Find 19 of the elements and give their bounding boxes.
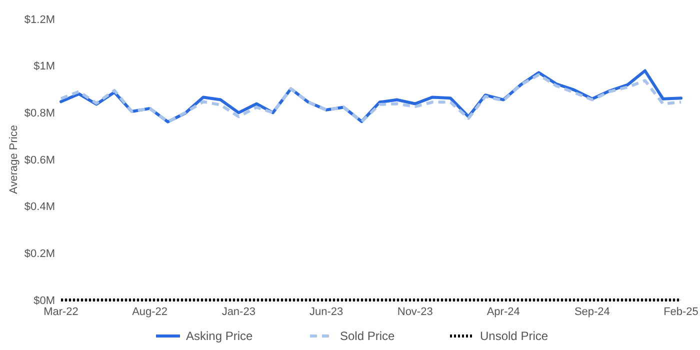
x-tick-label: Sep-24 [574,306,610,318]
x-tick-label: Aug-22 [132,306,168,318]
y-tick-label: $0.4M [24,201,55,214]
y-tick-label: $1.2M [24,14,55,26]
legend-label: Unsold Price [480,329,548,343]
y-tick-label: $0M [34,294,55,307]
x-tick-label: Jan-23 [222,306,256,318]
x-tick-label: Nov-23 [397,306,433,318]
y-tick-label: $0.2M [24,248,55,260]
legend-label: Asking Price [186,329,254,343]
y-tick-label: $0.8M [24,108,55,120]
y-axis-title: Average Price [8,125,20,194]
x-tick-label: Jun-23 [309,306,344,318]
x-tick-label: Feb-25 [664,306,698,318]
x-tick-label: Apr-24 [486,306,520,318]
y-tick-label: $0.6M [24,154,55,166]
y-tick-label: $1M [34,60,55,73]
x-tick-label: Mar-22 [44,306,78,318]
legend-label: Sold Price [340,329,396,343]
